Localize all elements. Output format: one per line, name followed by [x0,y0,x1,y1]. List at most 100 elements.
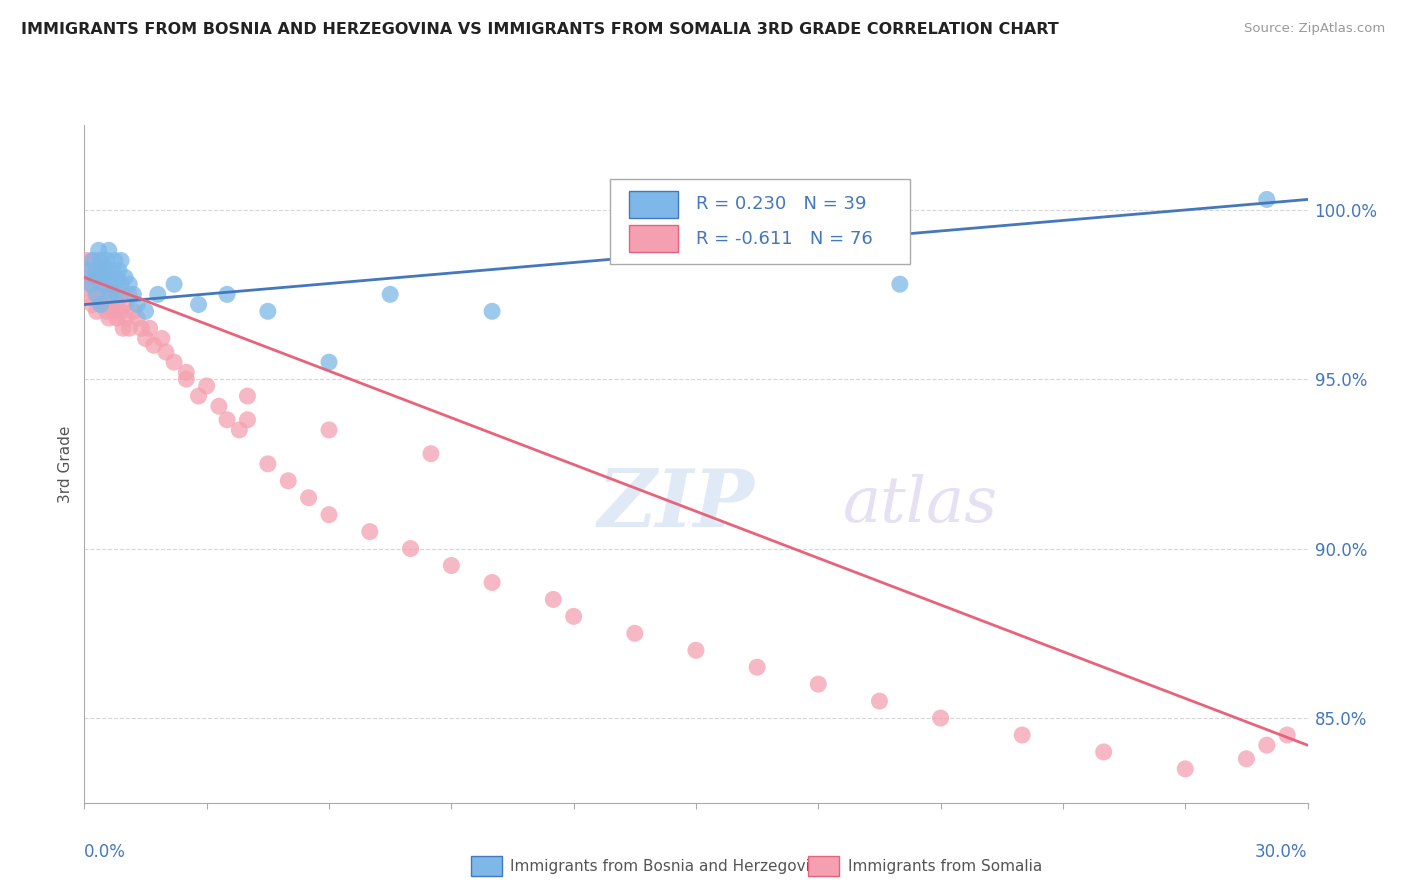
FancyBboxPatch shape [610,179,910,264]
Point [236,389,259,403]
Point [93,287,117,301]
Text: 0.0%: 0.0% [84,844,127,862]
Point [440,558,463,573]
Point [87,253,110,268]
Point [104,253,127,268]
Point [108,287,131,301]
Point [82,253,104,268]
Text: Immigrants from Bosnia and Herzegovina: Immigrants from Bosnia and Herzegovina [510,859,830,873]
Point [163,277,186,292]
Point [122,304,145,318]
Point [889,277,911,292]
Point [87,244,110,258]
Point [77,270,100,285]
Point [127,311,149,326]
Text: R = 0.230   N = 39: R = 0.230 N = 39 [696,195,866,213]
Point [195,379,218,393]
Point [142,338,165,352]
Point [97,311,120,326]
Text: IMMIGRANTS FROM BOSNIA AND HERZEGOVINA VS IMMIGRANTS FROM SOMALIA 3RD GRADE CORR: IMMIGRANTS FROM BOSNIA AND HERZEGOVINA V… [21,22,1059,37]
Point [97,244,120,258]
Point [562,609,585,624]
Point [101,304,124,318]
Point [1256,193,1278,207]
Point [257,304,280,318]
Point [163,355,186,369]
Point [79,277,101,292]
Point [100,287,122,301]
Point [112,321,135,335]
Point [1092,745,1115,759]
Point [79,263,101,277]
Point [93,277,117,292]
Text: 30.0%: 30.0% [1256,844,1308,862]
Point [135,331,157,345]
Point [187,389,209,403]
Text: Immigrants from Somalia: Immigrants from Somalia [848,859,1042,873]
Point [228,423,250,437]
Point [77,263,100,277]
Point [174,365,197,379]
Point [90,297,112,311]
Point [86,263,108,277]
Point [929,711,952,725]
Point [277,474,299,488]
Point [105,270,128,285]
Point [208,399,231,413]
Point [97,270,120,285]
Point [83,287,105,301]
Point [114,270,136,285]
Point [86,287,108,301]
Point [138,321,160,335]
Point [155,345,177,359]
Point [110,304,132,318]
Point [96,304,118,318]
Point [236,413,259,427]
Point [79,277,101,292]
Point [420,447,443,461]
Point [90,253,112,268]
Point [114,297,136,311]
Point [1174,762,1197,776]
Text: R = -0.611   N = 76: R = -0.611 N = 76 [696,229,873,248]
Point [90,277,112,292]
Point [105,311,128,326]
Point [110,277,132,292]
Point [174,372,197,386]
Point [110,253,132,268]
Point [481,304,503,318]
Point [1256,738,1278,752]
Point [83,270,105,285]
Point [77,287,100,301]
Point [807,677,830,691]
Point [104,287,127,301]
Point [93,260,117,275]
Point [91,270,114,285]
Point [146,287,169,301]
Point [90,297,112,311]
Point [747,660,769,674]
Point [105,297,128,311]
Point [75,253,97,268]
Point [217,287,239,301]
Point [100,287,122,301]
Point [97,277,120,292]
Point [122,287,145,301]
Point [318,508,340,522]
Point [150,331,173,345]
Point [257,457,280,471]
Text: atlas: atlas [842,474,998,535]
Point [217,413,239,427]
Point [399,541,422,556]
Point [127,297,149,311]
Point [318,355,340,369]
Point [298,491,321,505]
Point [101,263,124,277]
Point [91,270,114,285]
Point [543,592,565,607]
Point [86,304,108,318]
FancyBboxPatch shape [628,191,678,218]
Point [1236,752,1258,766]
FancyBboxPatch shape [628,225,678,252]
Point [108,263,131,277]
